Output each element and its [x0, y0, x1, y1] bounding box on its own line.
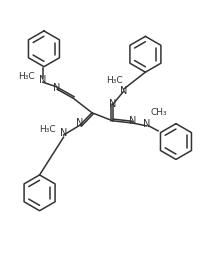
- Text: N: N: [76, 118, 84, 128]
- Text: N: N: [109, 99, 116, 109]
- Text: CH₃: CH₃: [150, 108, 167, 117]
- Text: N: N: [60, 128, 68, 138]
- Text: N: N: [143, 119, 151, 129]
- Text: N: N: [120, 86, 128, 96]
- Text: H₃C: H₃C: [107, 76, 123, 85]
- Text: N: N: [53, 83, 61, 93]
- Text: H₃C: H₃C: [39, 125, 55, 134]
- Text: H₃C: H₃C: [18, 72, 35, 81]
- Text: N: N: [39, 75, 47, 85]
- Text: N: N: [129, 116, 136, 126]
